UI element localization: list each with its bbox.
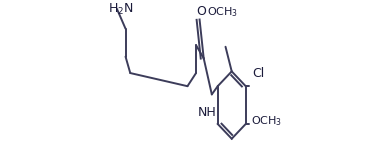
Text: OCH$_3$: OCH$_3$	[207, 5, 238, 19]
Text: NH: NH	[198, 106, 217, 119]
Text: OCH$_3$: OCH$_3$	[251, 114, 282, 128]
Text: O: O	[196, 5, 206, 18]
Text: Cl: Cl	[253, 66, 265, 79]
Text: H$_2$N: H$_2$N	[108, 2, 134, 17]
